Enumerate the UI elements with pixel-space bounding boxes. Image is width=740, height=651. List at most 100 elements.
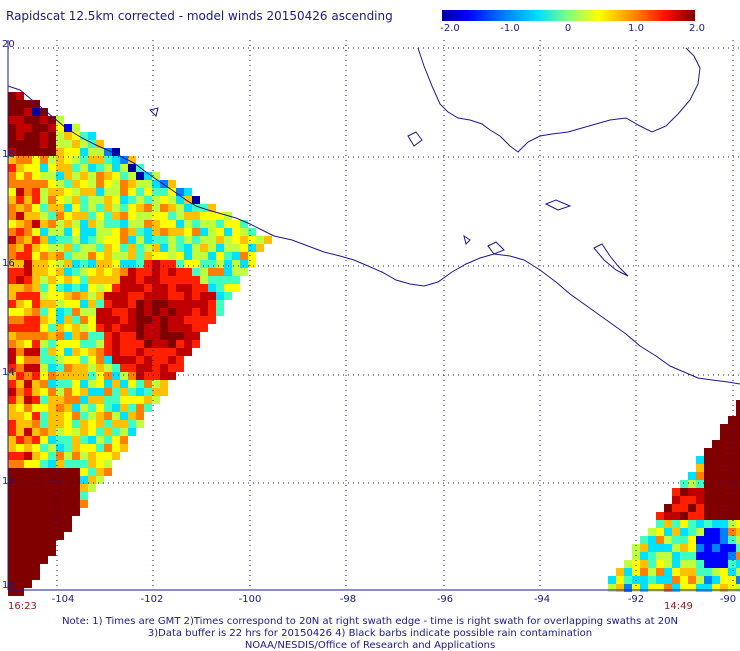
wind-cell xyxy=(128,300,136,308)
wind-cell xyxy=(184,308,192,316)
wind-cell xyxy=(176,300,184,308)
wind-cell xyxy=(80,292,88,300)
wind-cell xyxy=(32,100,40,108)
wind-cell xyxy=(240,260,248,268)
wind-cell xyxy=(664,584,672,592)
wind-cell xyxy=(160,228,168,236)
wind-cell xyxy=(80,268,88,276)
wind-cell xyxy=(176,340,184,348)
wind-cell xyxy=(56,204,64,212)
wind-cell xyxy=(24,484,32,492)
wind-cell xyxy=(88,196,96,204)
wind-cell xyxy=(16,92,24,100)
wind-cell xyxy=(40,260,48,268)
wind-cell xyxy=(168,252,176,260)
wind-cell xyxy=(672,512,680,520)
wind-cell xyxy=(728,552,736,560)
wind-cell xyxy=(104,268,112,276)
wind-cell xyxy=(96,476,104,484)
wind-cell xyxy=(120,436,128,444)
wind-cell xyxy=(8,452,16,460)
wind-cell xyxy=(160,300,168,308)
wind-cell xyxy=(80,148,88,156)
wind-cell xyxy=(32,532,40,540)
wind-cell xyxy=(712,488,720,496)
wind-cell xyxy=(64,220,72,228)
wind-cell xyxy=(40,548,48,556)
wind-cell xyxy=(40,276,48,284)
wind-cell xyxy=(72,188,80,196)
wind-cell xyxy=(64,356,72,364)
wind-swaths xyxy=(8,92,740,596)
wind-cell xyxy=(24,436,32,444)
wind-cell xyxy=(72,300,80,308)
wind-cell xyxy=(24,244,32,252)
wind-cell xyxy=(32,444,40,452)
wind-cell xyxy=(144,340,152,348)
wind-cell xyxy=(656,520,664,528)
wind-cell xyxy=(8,572,16,580)
wind-cell xyxy=(144,212,152,220)
wind-cell xyxy=(120,228,128,236)
wind-cell xyxy=(704,512,712,520)
wind-cell xyxy=(232,236,240,244)
wind-cell xyxy=(8,172,16,180)
wind-cell xyxy=(64,284,72,292)
wind-cell xyxy=(688,504,696,512)
wind-cell xyxy=(176,244,184,252)
wind-cell xyxy=(72,428,80,436)
wind-cell xyxy=(160,364,168,372)
wind-cell xyxy=(88,164,96,172)
wind-cell xyxy=(40,468,48,476)
wind-cell xyxy=(144,188,152,196)
wind-cell xyxy=(8,276,16,284)
wind-cell xyxy=(152,276,160,284)
wind-cell xyxy=(728,448,736,456)
wind-cell xyxy=(696,568,704,576)
wind-cell xyxy=(88,244,96,252)
wind-cell xyxy=(8,188,16,196)
wind-cell xyxy=(120,324,128,332)
wind-cell xyxy=(712,448,720,456)
wind-cell xyxy=(80,380,88,388)
wind-cell xyxy=(56,460,64,468)
wind-cell xyxy=(136,324,144,332)
wind-cell xyxy=(216,220,224,228)
wind-cell xyxy=(176,332,184,340)
coastline xyxy=(593,243,629,277)
wind-cell xyxy=(72,420,80,428)
wind-cell xyxy=(88,404,96,412)
wind-cell xyxy=(144,180,152,188)
wind-cell xyxy=(648,584,656,592)
wind-cell xyxy=(152,188,160,196)
wind-cell xyxy=(80,324,88,332)
wind-cell xyxy=(8,420,16,428)
wind-cell xyxy=(640,536,648,544)
wind-cell xyxy=(224,228,232,236)
wind-cell xyxy=(736,440,740,448)
wind-cell xyxy=(24,412,32,420)
wind-cell xyxy=(256,244,264,252)
wind-cell xyxy=(8,468,16,476)
wind-cell xyxy=(72,452,80,460)
wind-cell xyxy=(8,564,16,572)
wind-cell xyxy=(728,528,736,536)
wind-cell xyxy=(704,472,712,480)
wind-cell xyxy=(16,324,24,332)
wind-cell xyxy=(48,516,56,524)
wind-cell xyxy=(64,300,72,308)
wind-cell xyxy=(24,196,32,204)
wind-cell xyxy=(72,140,80,148)
wind-cell xyxy=(32,516,40,524)
wind-cell xyxy=(64,308,72,316)
wind-cell xyxy=(24,316,32,324)
wind-cell xyxy=(48,244,56,252)
wind-cell xyxy=(120,180,128,188)
wind-cell xyxy=(88,468,96,476)
wind-cell xyxy=(736,456,740,464)
wind-cell xyxy=(712,504,720,512)
wind-cell xyxy=(168,220,176,228)
wind-cell xyxy=(64,196,72,204)
wind-cell xyxy=(712,456,720,464)
wind-cell xyxy=(48,500,56,508)
